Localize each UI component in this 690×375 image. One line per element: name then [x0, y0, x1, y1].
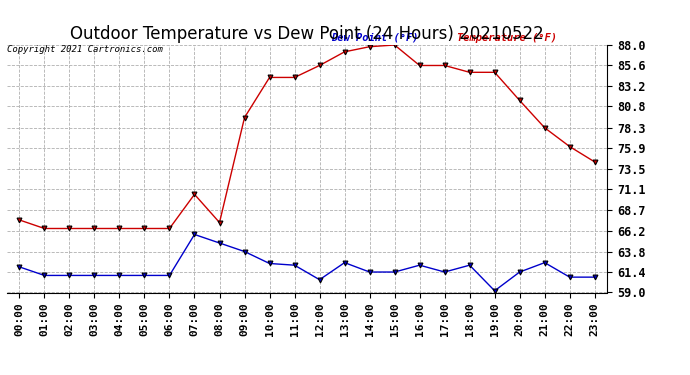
Text: Copyright 2021 Cartronics.com: Copyright 2021 Cartronics.com — [7, 45, 163, 54]
Title: Outdoor Temperature vs Dew Point (24 Hours) 20210522: Outdoor Temperature vs Dew Point (24 Hou… — [70, 26, 544, 44]
Text: Dew Point (°F): Dew Point (°F) — [331, 33, 419, 42]
Text: Temperature (°F): Temperature (°F) — [457, 33, 557, 42]
